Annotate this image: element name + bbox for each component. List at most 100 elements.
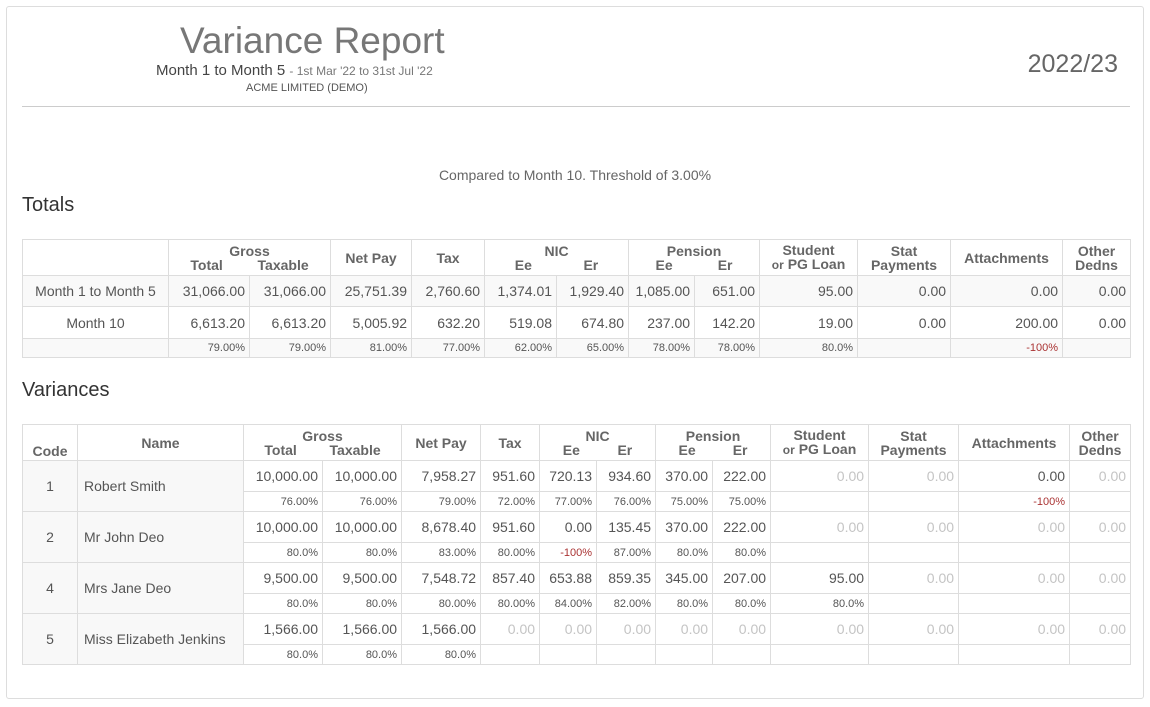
percent-pension-er: 80.0% bbox=[712, 593, 772, 614]
col-nic-ee: Ee bbox=[562, 441, 580, 458]
employee-code: 1 bbox=[22, 460, 78, 512]
value-student-loan: 0.00 bbox=[770, 460, 870, 492]
value-pension-er: 222.00 bbox=[712, 460, 772, 492]
col-name: Name bbox=[77, 424, 244, 461]
col-other-dedns: Other Dedns bbox=[1062, 239, 1132, 276]
col-stat-payments: Stat Payments bbox=[857, 239, 952, 276]
percent-cell: 79.00% bbox=[168, 338, 250, 358]
col-other-dedns: Other Dedns bbox=[1069, 424, 1132, 461]
value-pension-er: 0.00 bbox=[712, 613, 772, 645]
percent-other-dedns bbox=[1069, 644, 1132, 665]
percent-pension-ee: 75.00% bbox=[655, 491, 714, 512]
col-gross: Gross Total Taxable bbox=[242, 424, 403, 461]
col-attachments: Attachments bbox=[958, 424, 1071, 461]
percent-pension-er: 75.00% bbox=[712, 491, 772, 512]
variances-table: Code Name Gross Total Taxable Net Pay Tax … bbox=[22, 424, 1132, 665]
col-pension-ee: Ee bbox=[655, 256, 673, 273]
value-gross-total: 9,500.00 bbox=[243, 562, 323, 594]
col-gross-taxable: Taxable bbox=[329, 441, 381, 458]
percent-student-loan: 80.0% bbox=[770, 593, 870, 614]
value-cell: 674.80 bbox=[556, 306, 630, 339]
percent-cell: 78.00% bbox=[694, 338, 761, 358]
percent-attachments bbox=[958, 542, 1071, 563]
percent-attachments bbox=[958, 644, 1071, 665]
col-attachments: Attachments bbox=[950, 239, 1064, 276]
value-gross-taxable: 9,500.00 bbox=[321, 562, 403, 594]
percent-net-pay: 80.00% bbox=[401, 593, 482, 614]
value-student-loan: 0.00 bbox=[770, 511, 870, 543]
percent-cell: 77.00% bbox=[411, 338, 486, 358]
employee-name: Mr John Deo bbox=[77, 511, 244, 563]
percent-pension-er: 80.0% bbox=[712, 542, 772, 563]
percent-other-dedns bbox=[1069, 542, 1132, 563]
value-attachments: 0.00 bbox=[958, 511, 1071, 543]
row-label: Month 10 bbox=[22, 306, 169, 339]
totals-table: Gross Total Taxable Net Pay Tax NIC Ee Er Pe… bbox=[22, 239, 1132, 358]
report-panel bbox=[6, 6, 1144, 699]
totals-label-header bbox=[22, 239, 169, 276]
percent-tax: 80.00% bbox=[480, 542, 541, 563]
value-cell: 0.00 bbox=[1062, 306, 1132, 339]
value-other-dedns: 0.00 bbox=[1069, 562, 1132, 594]
employee-row: 1 Robert Smith 10,000.00 10,000.00 7,958.27 9… bbox=[22, 460, 1132, 512]
col-pension-ee: Ee bbox=[678, 441, 696, 458]
percent-nic-er: 82.00% bbox=[596, 593, 657, 614]
totals-row: Month 1 to Month 5 31,066.00 31,066.00 2… bbox=[22, 275, 1132, 307]
col-pension-er: Er bbox=[717, 256, 733, 273]
percent-cell bbox=[857, 338, 952, 358]
percent-tax: 80.00% bbox=[480, 593, 541, 614]
value-cell: 95.00 bbox=[759, 275, 859, 307]
percent-nic-er bbox=[596, 644, 657, 665]
employee-row: 4 Mrs Jane Deo 9,500.00 9,500.00 7,548.72 857… bbox=[22, 562, 1132, 614]
value-cell: 200.00 bbox=[950, 306, 1064, 339]
value-cell: 1,929.40 bbox=[556, 275, 630, 307]
percent-nic-ee: -100% bbox=[539, 542, 598, 563]
value-gross-taxable: 10,000.00 bbox=[321, 460, 403, 492]
value-pension-ee: 370.00 bbox=[655, 460, 714, 492]
value-pension-er: 222.00 bbox=[712, 511, 772, 543]
col-nic-ee: Ee bbox=[514, 256, 532, 273]
value-cell: 1,374.01 bbox=[484, 275, 558, 307]
period-label: Month 1 to Month 5 bbox=[156, 62, 286, 79]
value-net-pay: 7,958.27 bbox=[401, 460, 482, 492]
percent-nic-er: 76.00% bbox=[596, 491, 657, 512]
value-tax: 951.60 bbox=[480, 460, 541, 492]
value-stat-payments: 0.00 bbox=[868, 460, 960, 492]
value-cell: 31,066.00 bbox=[248, 275, 332, 307]
value-nic-ee: 0.00 bbox=[539, 511, 598, 543]
value-nic-er: 934.60 bbox=[596, 460, 657, 492]
col-gross-taxable: Taxable bbox=[257, 256, 309, 273]
value-cell: 1,085.00 bbox=[628, 275, 696, 307]
header-divider bbox=[22, 106, 1130, 107]
percent-student-loan bbox=[770, 542, 870, 563]
value-cell: 632.20 bbox=[411, 306, 486, 339]
value-other-dedns: 0.00 bbox=[1069, 460, 1132, 492]
percent-cell: 79.00% bbox=[248, 338, 332, 358]
percent-cell: 81.00% bbox=[330, 338, 413, 358]
value-cell: 19.00 bbox=[759, 306, 859, 339]
totals-header-row: Gross Total Taxable Net Pay Tax NIC Ee Er Pe… bbox=[22, 239, 1132, 276]
percent-gross-total: 76.00% bbox=[243, 491, 323, 512]
value-cell: 651.00 bbox=[694, 275, 761, 307]
percent-nic-ee: 84.00% bbox=[539, 593, 598, 614]
value-other-dedns: 0.00 bbox=[1069, 613, 1132, 645]
employee-row: 5 Miss Elizabeth Jenkins 1,566.00 1,566.00 1… bbox=[22, 613, 1132, 665]
employee-percent-row: 80.0% 80.0% 83.00% 80.00% -100% 87.00% 80.0% 80… bbox=[23, 542, 1132, 563]
percent-pension-ee: 80.0% bbox=[655, 593, 714, 614]
percent-stat-payments bbox=[868, 593, 960, 614]
value-net-pay: 8,678.40 bbox=[401, 511, 482, 543]
period-dates: - 1st Mar '22 to 31st Jul '22 bbox=[289, 64, 433, 78]
value-gross-taxable: 10,000.00 bbox=[321, 511, 403, 543]
value-cell: 6,613.20 bbox=[168, 306, 250, 339]
percent-nic-ee bbox=[539, 644, 598, 665]
percent-gross-taxable: 80.0% bbox=[321, 644, 403, 665]
employee-code: 2 bbox=[22, 511, 78, 563]
totals-heading: Totals bbox=[22, 194, 75, 216]
percent-gross-total: 80.0% bbox=[243, 542, 323, 563]
percent-net-pay: 83.00% bbox=[401, 542, 482, 563]
value-cell: 519.08 bbox=[484, 306, 558, 339]
percent-stat-payments bbox=[868, 491, 960, 512]
employee-name: Mrs Jane Deo bbox=[77, 562, 244, 614]
percent-gross-taxable: 76.00% bbox=[321, 491, 403, 512]
value-net-pay: 1,566.00 bbox=[401, 613, 482, 645]
